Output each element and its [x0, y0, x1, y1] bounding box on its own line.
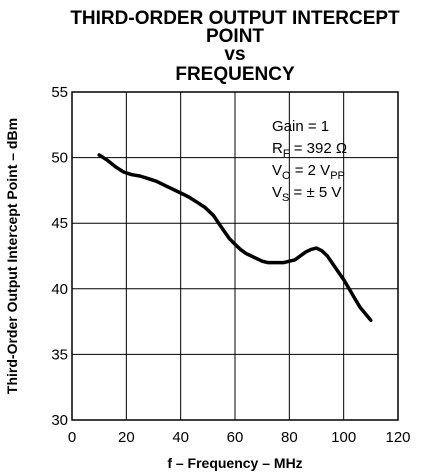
annotation-line: VO = 2 VPP: [272, 162, 345, 182]
annotation-main: Gain = 1: [272, 118, 329, 135]
annotation-line: VS = ± 5 V: [272, 184, 341, 204]
x-tick-labels: 0 20 40 60 80 100 120: [68, 429, 411, 446]
annotation-value: = ± 5 V: [289, 184, 341, 201]
x-tick-label: 20: [118, 429, 135, 446]
series-line: [97, 153, 373, 323]
chart-title: THIRD-ORDER OUTPUT INTERCEPTPOINTvsFREQU…: [70, 8, 400, 85]
x-tick-label: 120: [385, 429, 410, 446]
annotation-subscript: F: [283, 148, 290, 160]
x-tick-label: 0: [68, 429, 76, 446]
title-line: FREQUENCY: [175, 64, 295, 85]
y-tick-label: 50: [51, 150, 68, 167]
title-line: vs: [224, 44, 245, 65]
annotation-line: Gain = 1: [272, 118, 329, 135]
x-axis-label: f – Frequency – MHz: [167, 455, 302, 471]
annotation-main: V: [272, 184, 282, 201]
y-tick-labels: 30 35 40 45 50 55: [51, 84, 68, 429]
x-tick-label: 40: [172, 429, 189, 446]
x-tick-label: 100: [331, 429, 356, 446]
x-tick-label: 80: [281, 429, 298, 446]
annotation-subscript: O: [282, 170, 291, 182]
annotation-subscript: PP: [330, 170, 345, 182]
y-axis-label: Third-Order Output Intercept Point – dBm: [4, 118, 20, 394]
y-tick-label: 30: [51, 412, 68, 429]
annotation-main: V: [272, 162, 282, 179]
y-tick-label: 35: [51, 346, 68, 363]
y-tick-label: 45: [51, 215, 68, 232]
annotation-line: RF = 392 Ω: [272, 140, 347, 160]
plot-frame: [71, 91, 399, 421]
annotation-subscript: S: [282, 192, 289, 204]
y-tick-label: 55: [51, 84, 68, 101]
annotation-value: = 392 Ω: [290, 140, 348, 157]
title-line: POINT: [206, 26, 264, 47]
annotation-main: R: [272, 140, 283, 157]
y-tick-label: 40: [51, 281, 68, 298]
title-line: THIRD-ORDER OUTPUT INTERCEPT: [70, 8, 400, 29]
annotation-value: = 2 V: [291, 162, 331, 179]
x-tick-label: 60: [227, 429, 244, 446]
grid: [72, 92, 398, 420]
